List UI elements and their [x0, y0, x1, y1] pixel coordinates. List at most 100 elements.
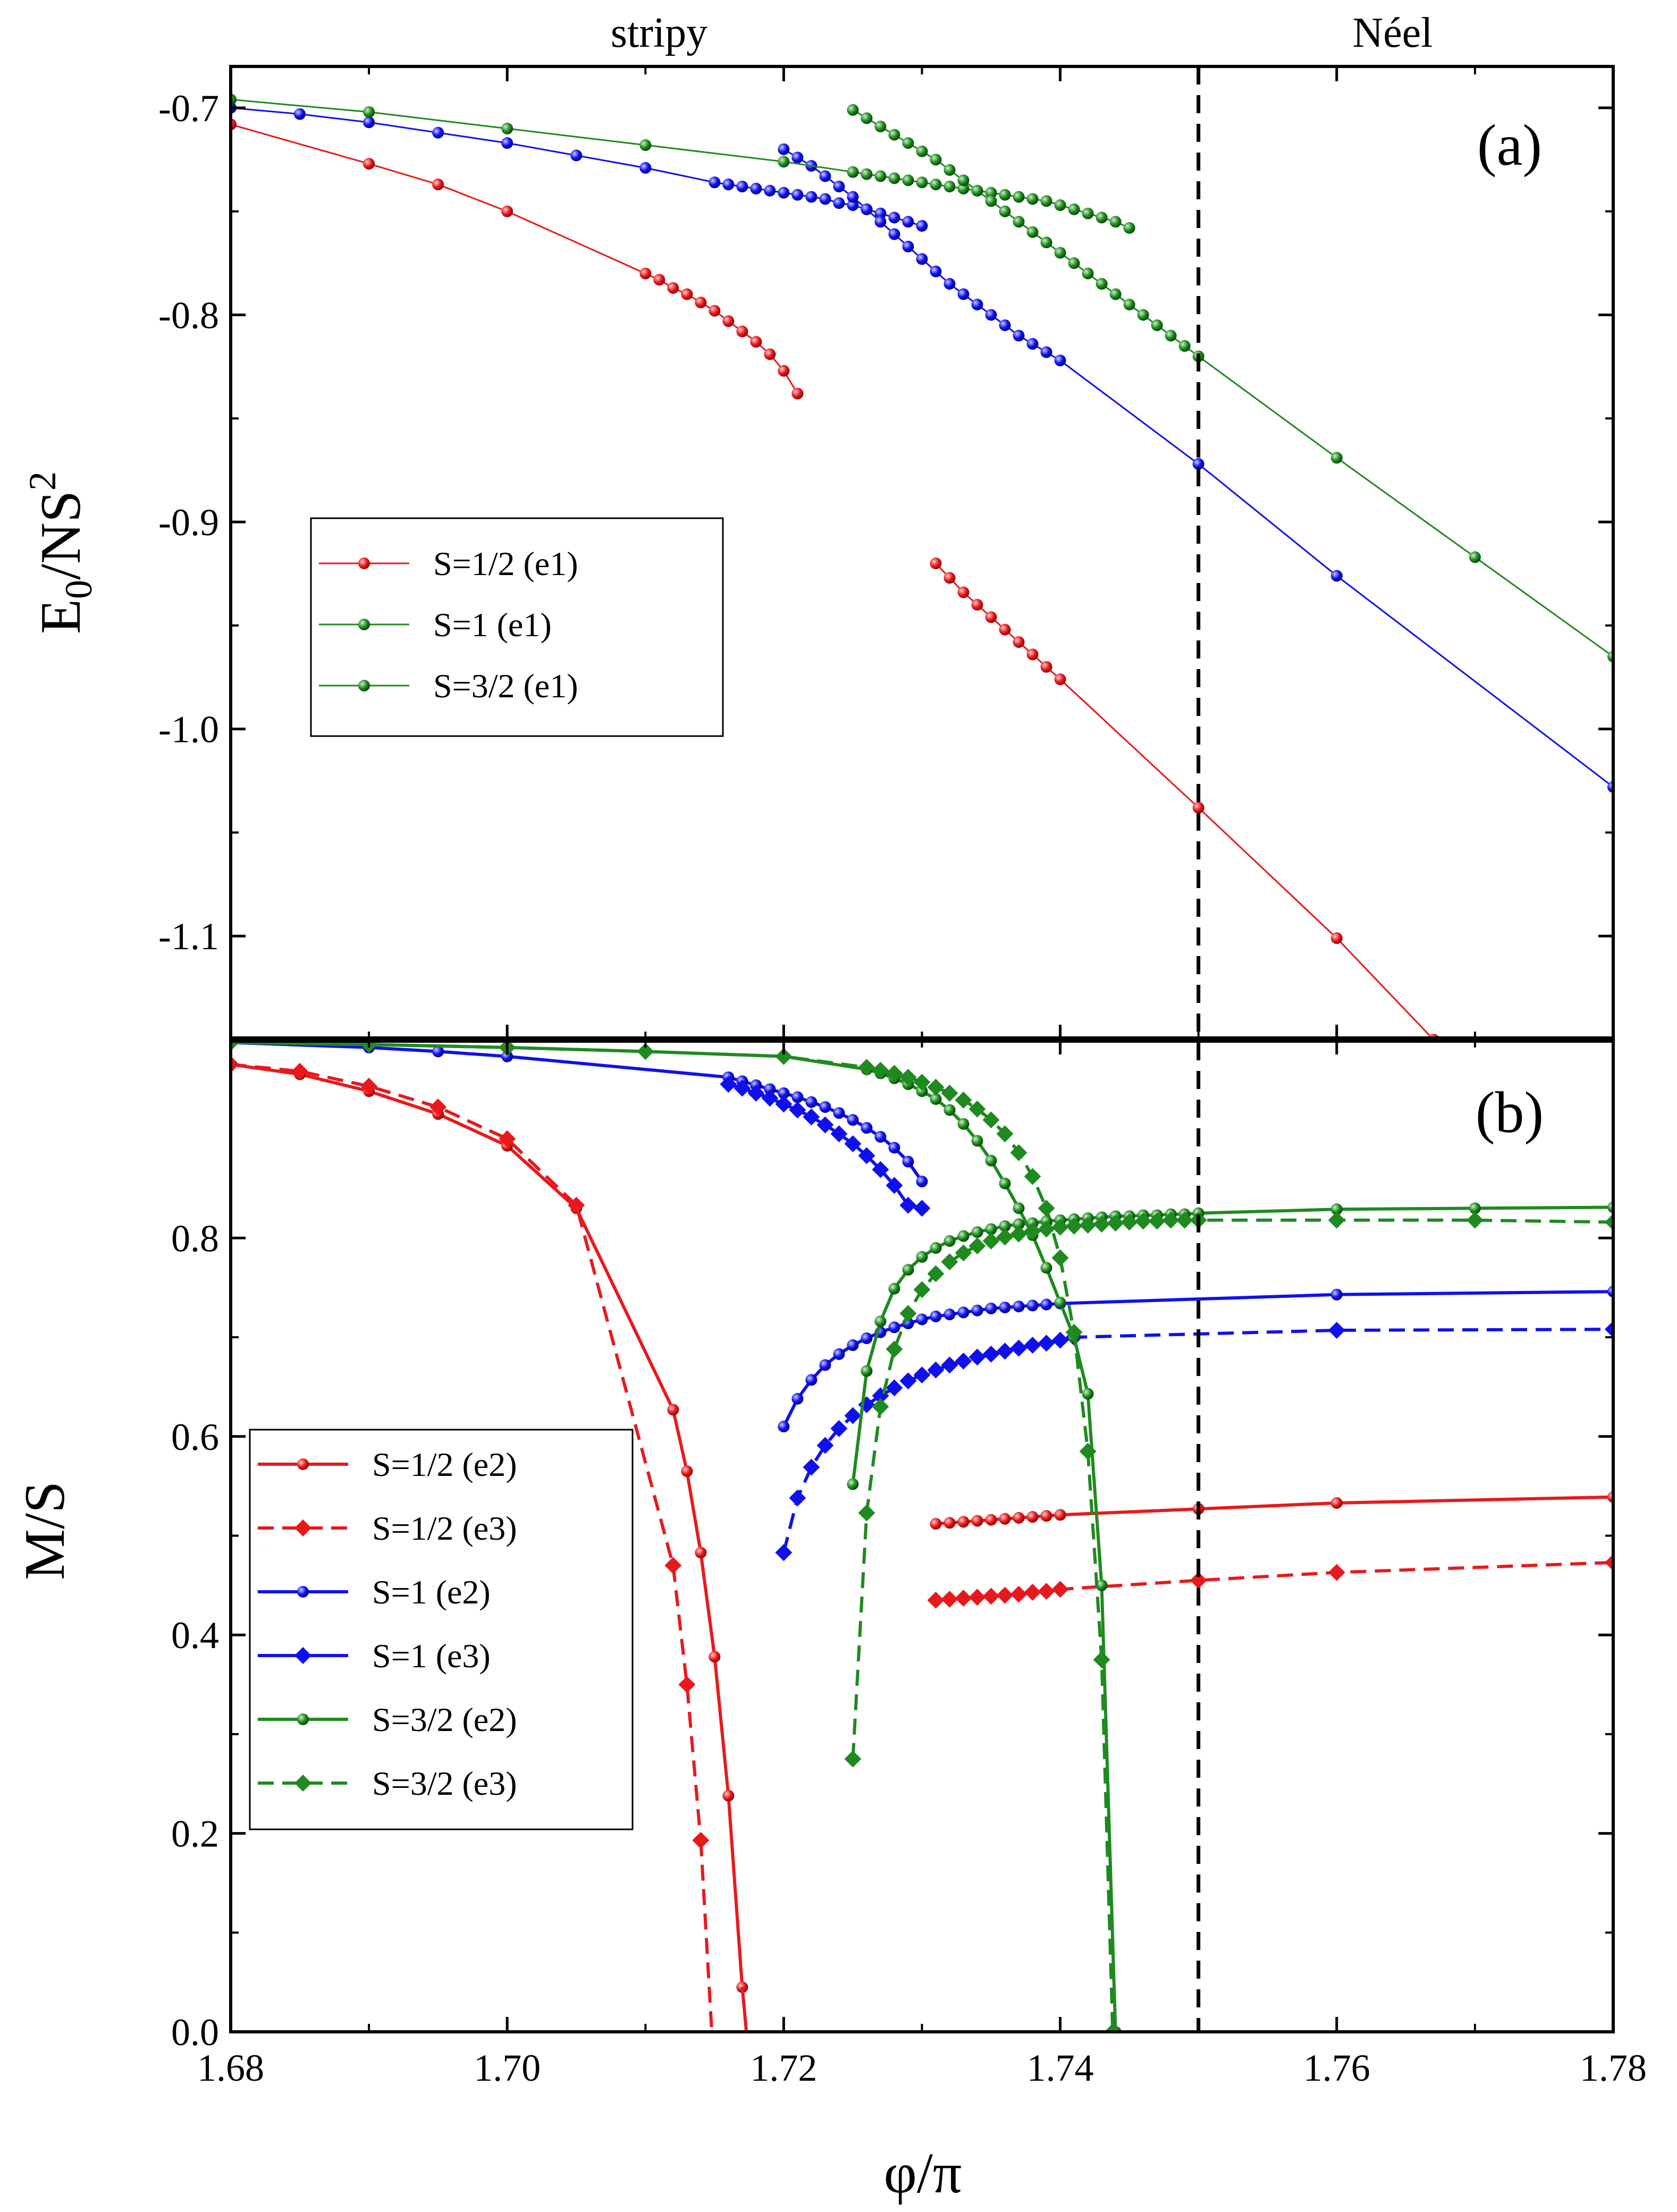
data-point	[709, 305, 721, 317]
data-point	[985, 1154, 997, 1167]
data-point	[1013, 1301, 1025, 1313]
data-point	[874, 207, 887, 219]
data-point	[955, 1352, 972, 1370]
data-point	[1082, 1388, 1094, 1400]
data-point	[833, 197, 845, 209]
data-point	[957, 182, 970, 195]
legend-marker	[297, 1586, 309, 1598]
data-point	[1151, 319, 1163, 331]
data-point	[1104, 2023, 1122, 2032]
panel-b-series	[231, 1040, 1613, 2032]
data-point	[775, 1544, 793, 1561]
data-point	[695, 297, 707, 309]
data-point	[695, 1547, 707, 1559]
series-b-7	[720, 1076, 931, 1217]
data-point	[1010, 1339, 1027, 1357]
data-point	[927, 1265, 945, 1282]
data-point	[736, 1981, 748, 1993]
data-point	[736, 325, 748, 337]
data-point	[1051, 1331, 1069, 1349]
data-point	[805, 1374, 818, 1386]
data-point	[1123, 222, 1135, 234]
data-point	[775, 1095, 793, 1113]
series-b-1	[740, 1987, 748, 2032]
data-point	[888, 212, 900, 224]
data-point	[971, 1135, 983, 1147]
panel-a-ylabel: E0/NS2	[21, 471, 100, 634]
data-point	[858, 1147, 875, 1164]
panel-b-legend-entries: S=1/2 (e2) S=1/2 (e3) S=1 (e2) S=1 (e3) S=3/…	[258, 1446, 517, 1802]
data-point	[1330, 932, 1343, 944]
data-point	[1010, 1144, 1027, 1161]
data-point	[916, 1313, 928, 1325]
panel-b-label: (b)	[1476, 1080, 1544, 1145]
data-point	[844, 1407, 862, 1424]
data-point	[930, 154, 942, 166]
series-b-6	[231, 1040, 928, 1187]
legend-label: S=1 (e3)	[372, 1637, 491, 1675]
panel-b-legend-box	[249, 1429, 634, 1830]
data-point	[930, 1518, 942, 1530]
legend-entry: S=1 (e3)	[258, 1637, 491, 1675]
series-line	[699, 1840, 714, 2032]
data-point	[1013, 1218, 1025, 1230]
series-a-5	[847, 104, 1613, 663]
panel-b-legend: S=1/2 (e2) S=1/2 (e3) S=1 (e2) S=1 (e3) S=3/…	[249, 1429, 634, 1830]
panel-a-label: (a)	[1477, 113, 1542, 178]
data-point	[985, 309, 997, 321]
data-point	[830, 1420, 848, 1437]
data-point	[1026, 193, 1039, 205]
data-point	[985, 1223, 997, 1235]
data-point	[363, 106, 375, 118]
data-point	[968, 1589, 986, 1606]
data-point	[888, 129, 900, 141]
panel-a-legend: S=1/2 (e1) S=1 (e1) S=3/2 (e1)	[310, 517, 724, 737]
data-point	[916, 219, 928, 232]
data-point	[819, 170, 831, 182]
data-point	[1051, 1249, 1069, 1267]
series-b-4	[930, 1491, 1613, 1530]
data-point	[916, 253, 928, 265]
data-point	[429, 1099, 447, 1116]
data-point	[847, 199, 859, 212]
series-b-8	[778, 1286, 1613, 1433]
data-point	[874, 1315, 887, 1328]
panel-a-legend-box	[310, 517, 724, 737]
data-point	[847, 104, 859, 116]
data-point	[957, 586, 970, 598]
data-point	[916, 145, 928, 157]
legend-entry: S=1/2 (e2)	[258, 1446, 517, 1483]
data-point	[819, 1101, 831, 1113]
data-point	[1013, 1512, 1025, 1524]
data-point	[791, 387, 804, 400]
legend-entry: S=1 (e1)	[319, 606, 552, 644]
region-label-stripy: stripy	[611, 10, 707, 56]
data-point	[1469, 1202, 1481, 1214]
data-point	[778, 1421, 790, 1433]
legend-marker	[358, 680, 370, 691]
data-point	[778, 156, 790, 168]
legend-entry: S=3/2 (e1)	[319, 667, 578, 705]
data-point	[736, 180, 748, 192]
data-point	[1328, 1564, 1345, 1581]
data-point	[639, 139, 652, 151]
data-point	[1605, 1321, 1613, 1338]
y-tick-label: -0.8	[158, 294, 219, 336]
data-point	[968, 1237, 986, 1255]
data-point	[861, 1365, 873, 1377]
data-point	[888, 1282, 900, 1295]
data-point	[791, 151, 804, 164]
data-point	[1013, 191, 1025, 203]
data-point	[957, 1230, 970, 1242]
series-line	[231, 1041, 1117, 2032]
data-point	[501, 1050, 513, 1062]
data-point	[791, 189, 804, 201]
data-point	[1095, 278, 1108, 290]
panel-a-series	[231, 94, 1613, 1040]
data-point	[1026, 1299, 1039, 1312]
data-point	[1068, 203, 1080, 215]
x-tick-label: 1.78	[1580, 2047, 1647, 2089]
data-point	[955, 1590, 972, 1607]
series-line	[231, 1062, 703, 1840]
data-point	[692, 1831, 710, 1849]
